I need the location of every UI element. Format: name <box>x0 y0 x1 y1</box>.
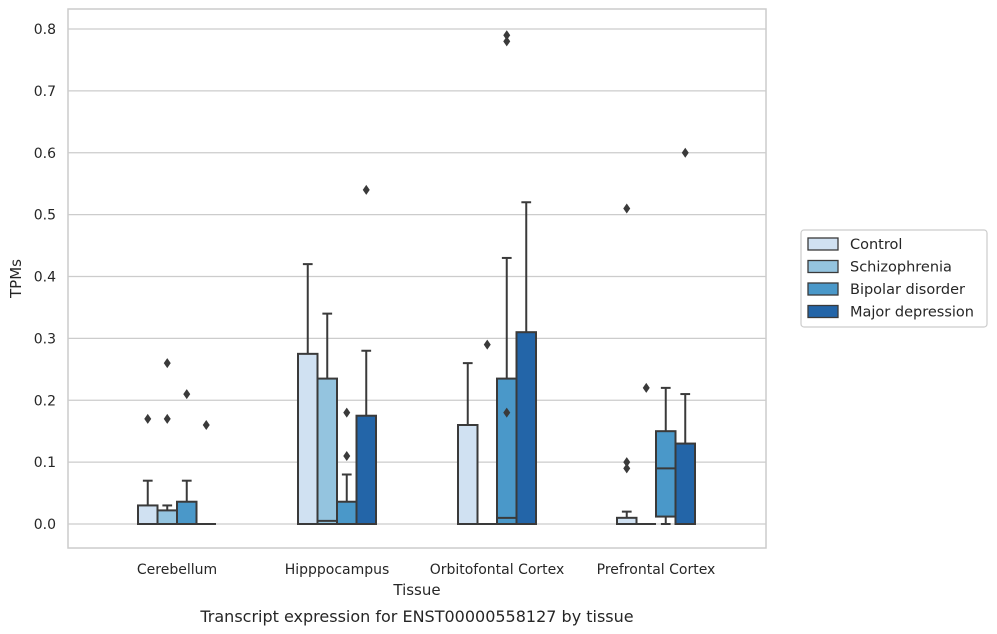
box-schizophrenia <box>477 339 497 525</box>
outlier-point <box>362 184 370 195</box>
box-bipolar-disorder <box>655 386 677 525</box>
y-tick-label: 0.7 <box>34 84 56 100</box>
outlier-point <box>503 30 511 41</box>
x-tick-labels: Cerebellum Hipppocampus Orbitofontal Corte… <box>137 562 715 578</box>
legend: Control Schizophrenia Bipolar disorder Majo… <box>800 229 988 328</box>
box-body <box>355 414 377 525</box>
box-body <box>316 377 338 525</box>
legend-label: Major depression <box>850 305 974 321</box>
y-tick-label: 0.1 <box>34 455 56 471</box>
box-control <box>137 413 159 525</box>
outlier-point <box>343 407 351 418</box>
x-tick-label: Cerebellum <box>137 562 217 578</box>
box-body <box>457 424 479 525</box>
y-tick-label: 0.8 <box>34 22 56 38</box>
x-tick-label: Orbitofontal Cortex <box>430 562 565 578</box>
box-schizophrenia <box>316 312 338 525</box>
y-tick-label: 0.3 <box>34 331 56 347</box>
y-tick-label: 0.0 <box>34 517 56 533</box>
x-tick-label: Hipppocampus <box>285 562 390 578</box>
outlier-point <box>202 420 210 430</box>
outlier-point <box>183 389 191 400</box>
box-major-depression <box>674 147 696 525</box>
x-axis-title: Tissue <box>392 581 440 599</box>
y-tick-label: 0.6 <box>34 146 56 162</box>
box-schizophrenia <box>636 382 656 525</box>
box-schizophrenia <box>156 358 178 526</box>
outlier-point <box>503 407 511 418</box>
y-axis-title: TPMs <box>7 259 25 299</box>
outlier-point <box>623 463 631 474</box>
box-bipolar-disorder <box>336 407 358 526</box>
legend-label: Schizophrenia <box>850 260 952 276</box>
box-body <box>176 500 198 526</box>
x-tick-label: Prefrontal Cortex <box>597 562 716 578</box>
box-body <box>674 442 696 525</box>
legend-label: Bipolar disorder <box>850 282 965 298</box>
legend-swatch <box>807 304 839 319</box>
box-control <box>457 362 479 525</box>
box-body <box>496 377 518 525</box>
y-tick-label: 0.2 <box>34 393 56 409</box>
box-body <box>336 500 358 526</box>
y-tick-label: 0.4 <box>34 270 56 286</box>
outlier-point <box>144 413 152 424</box>
box-control <box>297 263 319 525</box>
legend-frame <box>800 229 988 328</box>
legend-label: Control <box>850 237 902 253</box>
outlier-point <box>483 339 491 350</box>
box-body <box>297 352 319 525</box>
chart-caption: Transcript expression for ENST0000055812… <box>199 607 633 626</box>
box-major-depression <box>196 420 216 525</box>
box-control <box>616 203 638 525</box>
plot-frame <box>67 8 767 549</box>
legend-swatch <box>807 237 839 251</box>
outlier-point <box>623 457 631 468</box>
box-body <box>156 509 178 526</box>
legend-swatch <box>807 282 839 296</box>
legend-swatch <box>807 259 839 274</box>
outlier-point <box>163 358 171 369</box>
box-body <box>137 504 159 525</box>
box-major-depression <box>355 184 377 525</box>
y-tick-labels: 0.0 0.1 0.2 0.3 0.4 0.5 0.6 0.7 0.8 <box>34 22 56 533</box>
outlier-point <box>642 382 650 393</box>
y-tick-label: 0.5 <box>34 208 56 224</box>
box-bipolar-disorder <box>496 30 518 525</box>
box-bipolar-disorder <box>176 389 198 526</box>
outlier-point <box>623 203 631 214</box>
box-body <box>655 430 677 518</box>
outlier-point <box>681 147 689 158</box>
outlier-point <box>343 450 351 461</box>
box-major-depression <box>515 201 537 525</box>
box-series <box>137 30 696 526</box>
grid-lines <box>68 28 766 525</box>
outlier-point <box>503 36 511 47</box>
box-body <box>515 331 537 525</box>
outlier-point <box>163 413 171 424</box>
